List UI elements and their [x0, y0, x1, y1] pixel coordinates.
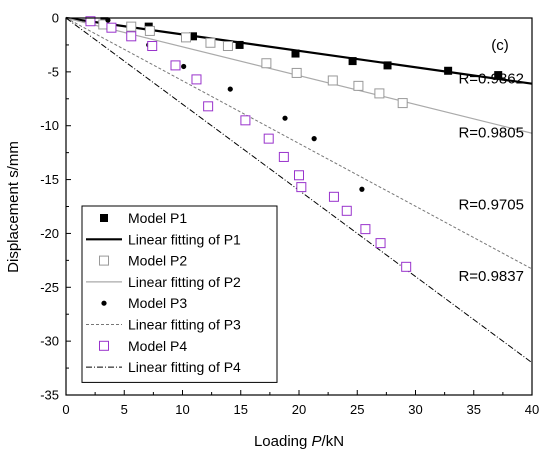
r-label-linear-fitting-of-p4: R=0.9837 [458, 268, 523, 285]
point-model-p4 [85, 16, 96, 27]
legend-label: Model P2 [128, 253, 187, 269]
legend-box [81, 205, 278, 383]
y-tick-label: -30 [40, 334, 59, 349]
point-model-p4 [126, 31, 137, 42]
legend-item: Model P3 [101, 295, 187, 311]
fit-line-linear-fitting-of-p3 [65, 17, 533, 270]
point-model-p4 [341, 205, 352, 216]
point-model-p4 [191, 74, 202, 85]
x-tick-label: 20 [292, 402, 306, 417]
point-model-p2 [291, 67, 302, 78]
point-model-p4 [263, 133, 274, 144]
point-model-p2 [374, 88, 385, 99]
point-model-p1 [444, 66, 453, 75]
point-model-p1 [235, 40, 244, 49]
point-model-p2 [353, 80, 364, 91]
point-model-p2 [261, 58, 272, 69]
legend-label: Model P3 [128, 295, 187, 311]
point-model-p4 [328, 191, 339, 202]
x-tick-label: 10 [175, 402, 189, 417]
point-model-p2 [327, 75, 338, 86]
y-axis-title: Displacement s/mm [5, 141, 22, 273]
x-tick-label: 0 [62, 402, 69, 417]
legend-item: Model P1 [100, 210, 187, 226]
point-model-p3 [359, 186, 365, 192]
y-tick-label: 0 [52, 11, 59, 26]
r-value-labels: R=0.9862 R=0.9805 R=0.9705 R=0.9837 [458, 71, 523, 285]
point-model-p4 [203, 101, 214, 112]
point-model-p4 [147, 41, 158, 52]
legend-symbol [99, 340, 109, 351]
point-model-p3 [105, 17, 111, 23]
legend-label: Linear fitting of P2 [128, 274, 241, 290]
point-model-p4 [106, 22, 117, 33]
point-model-p2 [222, 41, 233, 52]
legend-symbol [100, 214, 108, 222]
legend-symbol [99, 255, 109, 266]
x-tick-label: 35 [467, 402, 481, 417]
legend-label: Model P1 [128, 210, 187, 226]
legend-label: Model P4 [128, 338, 187, 354]
point-model-p2 [205, 37, 216, 48]
legend-label: Linear fitting of P3 [128, 317, 241, 333]
point-model-p1 [494, 71, 503, 80]
point-model-p4 [240, 115, 251, 126]
legend: Model P1 Linear fitting of P1 Model P2 Line… [81, 205, 278, 383]
x-tick-label: 15 [234, 402, 248, 417]
y-tick-label: -5 [47, 64, 59, 79]
point-model-p3 [311, 136, 317, 142]
point-model-p4 [278, 151, 289, 162]
panel-label: (c) [491, 37, 509, 54]
x-tick-label: 5 [121, 402, 128, 417]
y-tick-label: -10 [40, 118, 59, 133]
point-model-p4 [375, 238, 386, 249]
y-tick-label: -35 [40, 388, 59, 403]
point-model-p4 [294, 170, 304, 181]
r-label-linear-fitting-of-p1: R=0.9862 [458, 71, 523, 88]
data-markers [85, 16, 503, 272]
x-axis-title: Loading P/kN [254, 433, 344, 450]
point-model-p4 [401, 261, 412, 272]
point-model-p1 [383, 61, 392, 70]
legend-item: Linear fitting of P1 [86, 231, 241, 247]
x-tick-label: 25 [350, 402, 364, 417]
x-axis-title-unit: /kN [322, 433, 345, 450]
y-tick-label: -25 [40, 280, 59, 295]
x-axis-title-prefix: Loading [254, 433, 312, 450]
point-model-p2 [397, 98, 408, 109]
point-model-p3 [282, 115, 288, 121]
point-model-p2 [144, 25, 155, 36]
point-model-p4 [296, 182, 307, 193]
legend-item: Model P4 [99, 338, 187, 354]
point-model-p4 [170, 60, 181, 71]
x-tick-label: 40 [525, 402, 539, 417]
r-label-linear-fitting-of-p2: R=0.9805 [458, 125, 523, 142]
r-label-linear-fitting-of-p3: R=0.9705 [458, 197, 523, 214]
legend-item: Linear fitting of P2 [86, 274, 241, 290]
point-model-p4 [360, 224, 371, 235]
legend-symbol [101, 300, 107, 306]
point-model-p1 [188, 32, 197, 41]
point-model-p1 [348, 57, 357, 66]
point-model-p2 [180, 32, 191, 43]
legend-item: Linear fitting of P4 [86, 359, 241, 375]
legend-label: Linear fitting of P1 [128, 231, 241, 247]
legend-item: Linear fitting of P3 [86, 317, 241, 333]
point-model-p1 [291, 49, 300, 58]
y-tick-label: -15 [40, 172, 59, 187]
legend-label: Linear fitting of P4 [128, 359, 241, 375]
point-model-p3 [181, 63, 187, 70]
x-axis-title-var: P [312, 433, 322, 450]
point-model-p2 [126, 21, 137, 32]
x-tick-label: 30 [408, 402, 422, 417]
legend-item: Model P2 [99, 253, 187, 269]
legend-items: Model P1 Linear fitting of P1 Model P2 Line… [86, 210, 241, 375]
y-tick-label: -20 [40, 226, 59, 241]
axis-ticks: 0 5 10 15 20 25 30 35 40 0 -5 -10 -15 -20 -25 -30 -35 [40, 11, 539, 418]
point-model-p3 [227, 86, 233, 92]
